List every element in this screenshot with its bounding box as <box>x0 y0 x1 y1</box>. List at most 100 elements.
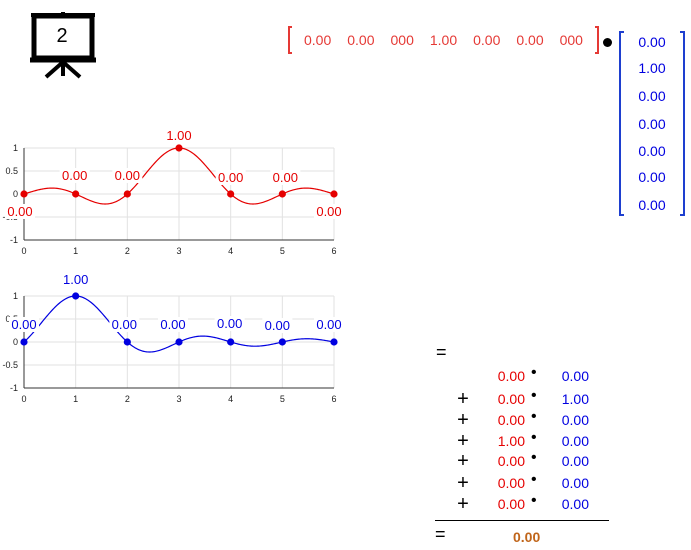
column-vector-item: 0.00 <box>638 143 666 159</box>
sum-term-row: +0.00 • 1.00 <box>455 387 595 411</box>
equals-sign: = <box>436 342 447 362</box>
column-vector-item: 1.00 <box>638 60 666 76</box>
x-tick-label: 6 <box>331 394 336 404</box>
data-label-background <box>60 272 91 287</box>
x-tick-label: 4 <box>228 246 233 256</box>
data-label: 0.00 <box>273 170 298 185</box>
column-vector-item: 0.00 <box>638 116 666 132</box>
sum-term-row: +0.00 • 0.00 <box>455 471 595 495</box>
dot-product-operator <box>603 38 612 47</box>
row-vector: 0.00 0.00 000 1.00 0.00 0.00 000 <box>288 26 599 54</box>
column-vector-item: 0.00 <box>638 197 666 213</box>
x-tick-label: 2 <box>125 246 130 256</box>
plus-sign: + <box>457 409 469 431</box>
data-label: 0.00 <box>62 168 87 183</box>
sum-term-row: +0.00 • 0.00 <box>455 449 595 473</box>
multiply-dot: • <box>531 364 537 381</box>
blue-term: 0.00 <box>561 433 589 449</box>
data-label: 0.00 <box>11 317 36 332</box>
data-point <box>123 190 131 198</box>
data-label-background <box>270 170 301 185</box>
multiply-dot: • <box>531 471 537 488</box>
equals-sign: = <box>435 524 446 544</box>
blue-term: 0.00 <box>561 475 589 491</box>
x-tick-label: 3 <box>176 246 181 256</box>
data-label-background <box>215 170 246 185</box>
red-term: 0.00 <box>497 475 525 491</box>
x-tick-label: 6 <box>331 246 336 256</box>
data-label: 0.00 <box>265 318 290 333</box>
blue-signal-chart: 012345610.50-0.5-10.001.000.000.000.000.… <box>2 272 344 404</box>
data-point <box>175 338 183 346</box>
blue-term: 0.00 <box>561 453 589 469</box>
data-label-background <box>314 317 344 332</box>
data-label-background <box>214 316 245 331</box>
data-point <box>72 190 80 198</box>
row-vector-item: 0.00 <box>516 32 544 48</box>
sum-rule <box>435 520 609 521</box>
x-tick-label: 1 <box>73 246 78 256</box>
data-point <box>227 190 235 198</box>
x-tick-label: 3 <box>176 394 181 404</box>
y-tick-label: -0.5 <box>2 360 18 370</box>
slide-number: 2 <box>56 24 68 47</box>
data-label-background <box>262 318 293 333</box>
row-vector-item: 0.00 <box>304 32 332 48</box>
red-signal-chart: 012345610.50-0.5-10.000.000.001.000.000.… <box>2 128 344 256</box>
column-vector-item: 0.00 <box>638 34 666 50</box>
column-vector: 0.00 1.00 0.00 0.00 0.00 0.00 0.00 <box>619 31 685 216</box>
data-point <box>330 190 338 198</box>
plus-sign: + <box>457 388 469 410</box>
red-term: 0.00 <box>497 412 525 428</box>
data-label: 0.00 <box>160 317 185 332</box>
red-term: 0.00 <box>497 368 525 384</box>
blue-term: 0.00 <box>561 496 589 512</box>
data-point <box>20 190 28 198</box>
y-tick-label: 0 <box>13 189 18 199</box>
blue-term: 0.00 <box>561 412 589 428</box>
data-label-background <box>109 317 140 332</box>
data-label: 0.00 <box>7 204 32 219</box>
y-tick-label: 0.5 <box>5 166 18 176</box>
column-vector-item: 0.00 <box>638 88 666 104</box>
red-term: 1.00 <box>497 433 525 449</box>
plus-sign: + <box>457 472 469 494</box>
data-label: 1.00 <box>166 128 191 143</box>
red-term: 0.00 <box>497 453 525 469</box>
data-label: 0.00 <box>112 317 137 332</box>
blue-term: 1.00 <box>561 391 589 407</box>
multiply-dot: • <box>531 429 537 446</box>
plus-sign: + <box>457 430 469 452</box>
plus-sign: + <box>457 493 469 515</box>
x-tick-label: 4 <box>228 394 233 404</box>
data-label-background <box>314 204 344 219</box>
x-tick-label: 0 <box>21 394 26 404</box>
y-tick-label: 1 <box>13 291 18 301</box>
data-label-background <box>158 317 188 332</box>
data-label: 0.00 <box>115 168 140 183</box>
data-label: 0.00 <box>218 170 243 185</box>
y-tick-label: -1 <box>10 383 18 393</box>
data-point <box>278 338 286 346</box>
row-vector-item: 1.00 <box>429 32 458 48</box>
data-label-background <box>9 317 39 332</box>
row-vector-item: 0.00 <box>347 32 375 48</box>
data-point <box>227 338 235 346</box>
y-tick-label: 1 <box>13 143 18 153</box>
data-point <box>330 338 338 346</box>
row-vector-item: 000 <box>559 32 583 48</box>
data-label: 1.00 <box>63 272 88 287</box>
sum-term-row: +1.00 • 0.00 <box>455 429 595 453</box>
data-point <box>20 338 28 346</box>
multiply-dot: • <box>531 408 537 425</box>
dot-product-result: 0.00 <box>513 529 541 545</box>
presentation-board-icon: 2 <box>28 10 100 80</box>
red-term: 0.00 <box>497 496 525 512</box>
data-label-background <box>164 128 194 143</box>
data-label: 0.00 <box>217 316 242 331</box>
row-vector-item: 0.00 <box>473 32 501 48</box>
x-tick-label: 1 <box>73 394 78 404</box>
red-term: 0.00 <box>497 391 525 407</box>
column-vector-item: 0.00 <box>638 169 666 185</box>
y-tick-label: -1 <box>10 235 18 245</box>
